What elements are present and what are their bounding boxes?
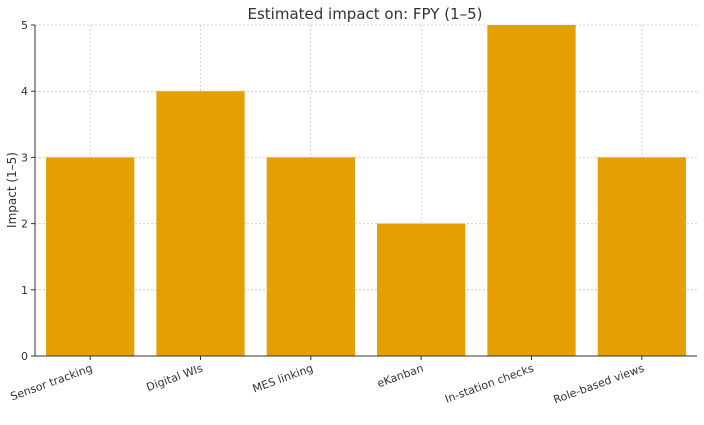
x-axis-ticks: Sensor tracking Digital WIs MES linking eKa… <box>9 356 646 406</box>
x-tick-label: Role-based views <box>552 362 646 407</box>
x-tick-label: eKanban <box>375 362 425 391</box>
x-tick-label: Sensor tracking <box>9 362 94 404</box>
y-tick-label: 0 <box>21 350 28 363</box>
chart-title: Estimated impact on: FPY (1–5) <box>247 5 482 23</box>
bar-in-station-checks <box>487 25 576 356</box>
bar-sensor-tracking <box>46 157 135 356</box>
y-axis-ticks: 0 1 2 3 4 5 <box>21 19 35 363</box>
y-tick-label: 4 <box>21 85 28 98</box>
bar-mes-linking <box>266 157 355 356</box>
bar-role-based-views <box>597 157 686 356</box>
bar-ekanban <box>377 223 466 356</box>
bar-digital-wis <box>156 91 245 356</box>
x-tick-label: Digital WIs <box>145 362 205 394</box>
y-tick-label: 1 <box>21 284 28 297</box>
axes <box>34 25 697 357</box>
y-axis-label: Impact (1–5) <box>5 152 19 228</box>
x-tick-label: In-station checks <box>443 362 536 406</box>
bars <box>46 25 686 356</box>
x-tick-label: MES linking <box>251 362 315 396</box>
y-tick-label: 2 <box>21 218 28 231</box>
y-tick-label: 5 <box>21 19 28 32</box>
y-tick-label: 3 <box>21 151 28 164</box>
